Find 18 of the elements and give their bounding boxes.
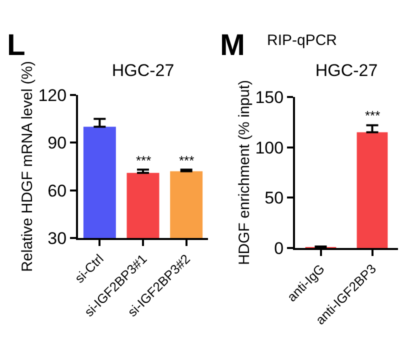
y-tick-label: 60 [48,181,67,200]
annotation: *** [365,108,380,123]
y-tick-label: 30 [48,228,67,248]
y-axis-title: Relative HDGF mRNA level (%) [18,61,36,272]
annotation: *** [136,153,152,168]
y-tick-label: 150 [255,88,284,107]
y-tick-label: 0 [274,238,284,258]
y-tick-label: 100 [255,138,284,158]
chart-title: HGC-27 [112,60,174,80]
text: M [220,29,245,62]
y-tick-label: 50 [264,188,284,208]
chart-title: HGC-27 [315,60,378,80]
y-tick-label: 120 [38,86,67,105]
chart-subtitle: RIP-qPCR [267,32,338,49]
annotation: *** [179,153,194,168]
y-tick-label: 90 [48,134,67,153]
text: L [7,29,26,62]
y-axis-title: HDGF enrichment (% input) [236,80,253,266]
